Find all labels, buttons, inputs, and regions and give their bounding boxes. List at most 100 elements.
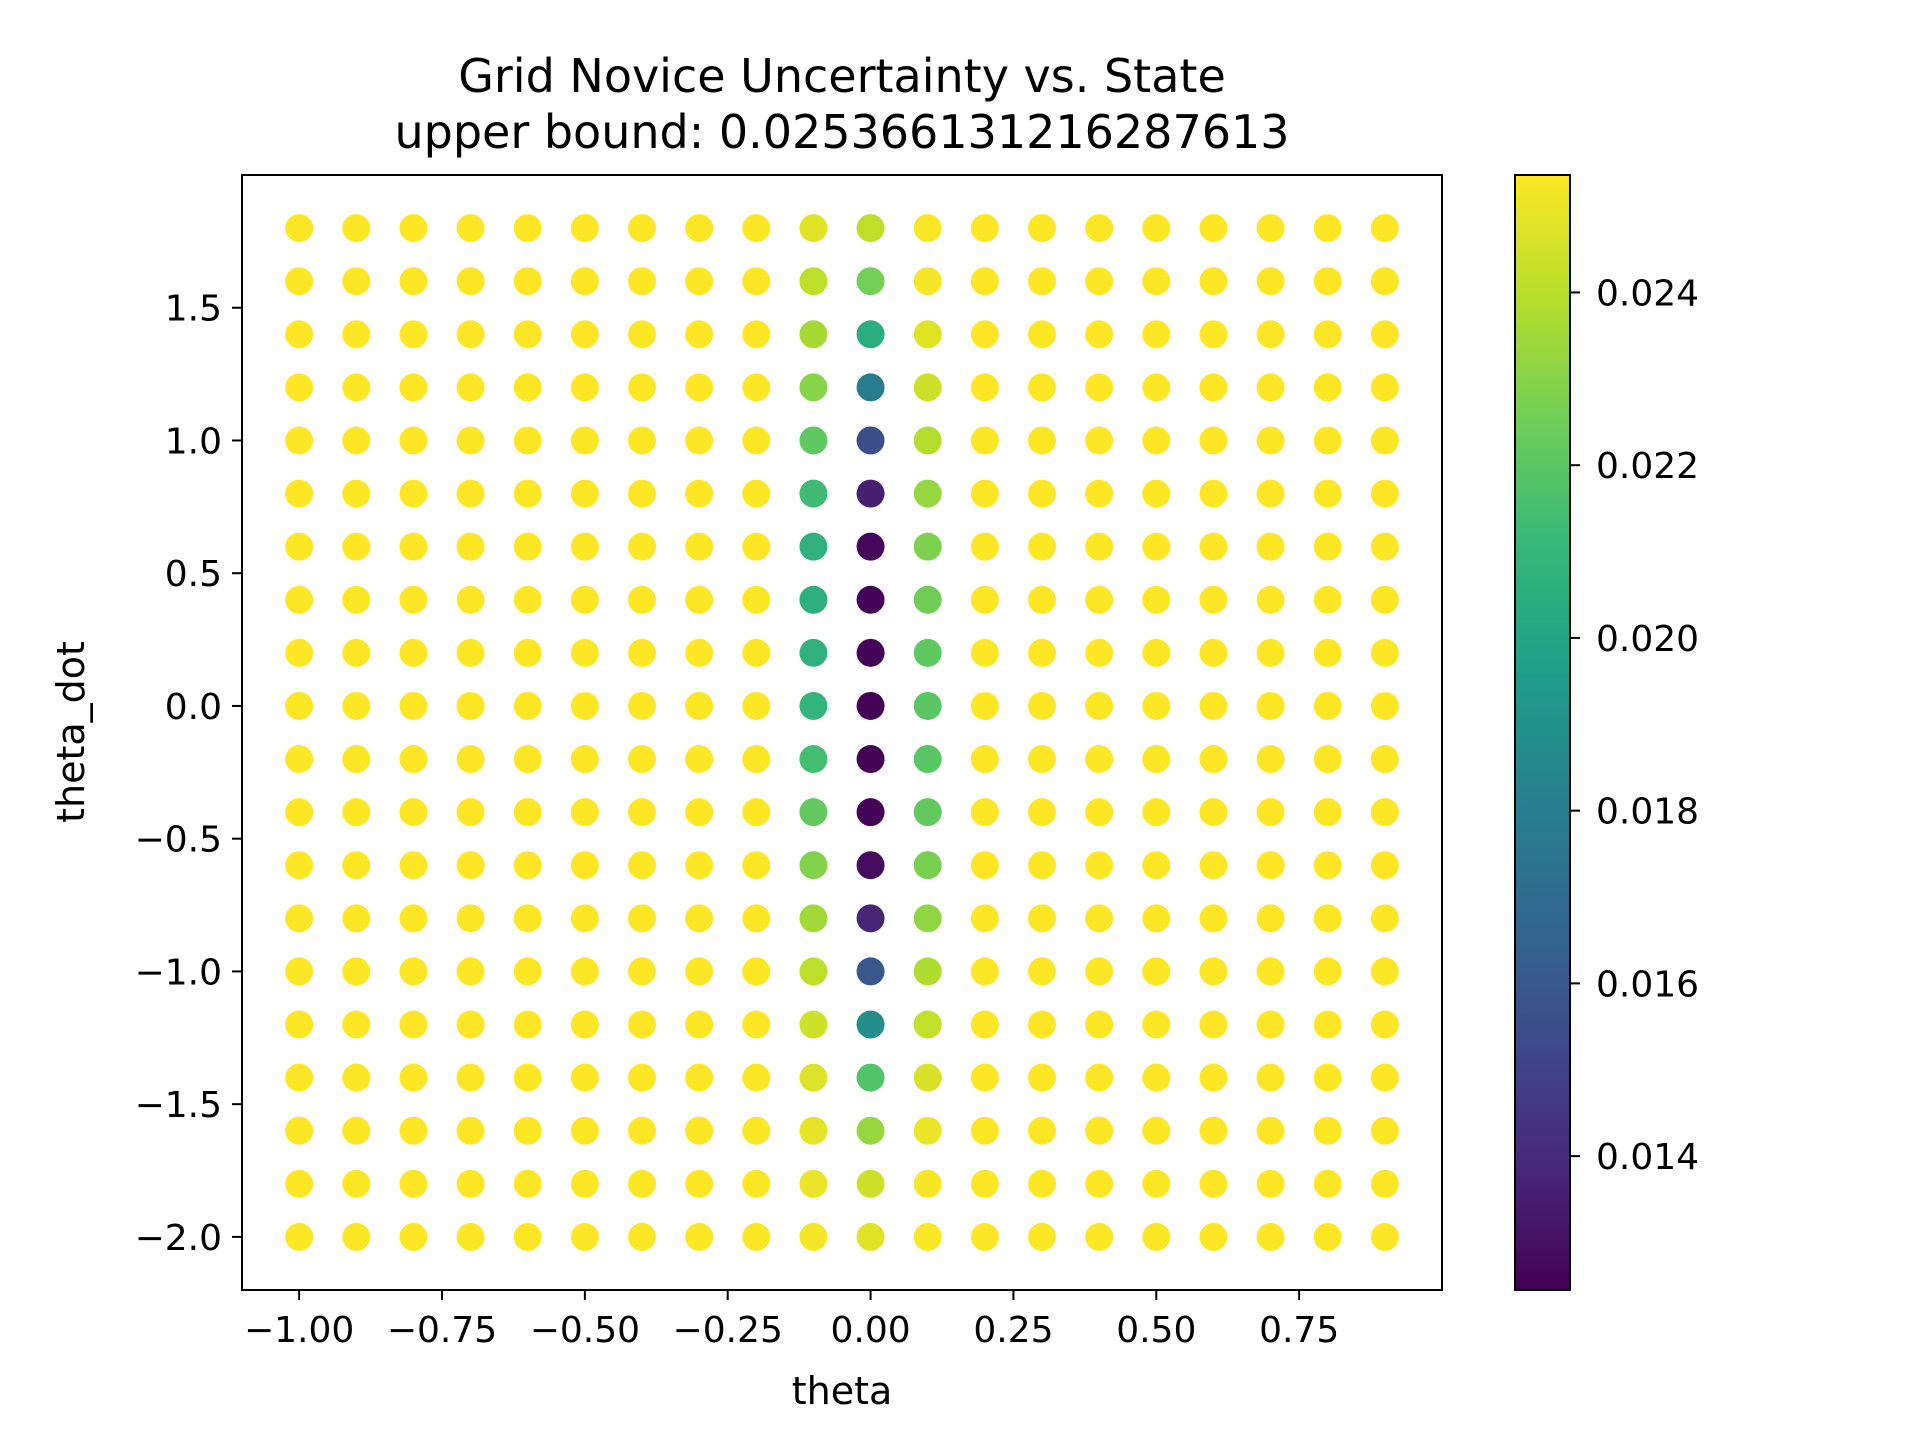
- data-point: [399, 691, 428, 720]
- data-point: [685, 214, 714, 243]
- data-point: [1313, 267, 1342, 296]
- data-point: [685, 373, 714, 402]
- data-point: [342, 745, 371, 774]
- data-point: [513, 479, 542, 508]
- data-point: [1370, 1116, 1399, 1145]
- data-point: [513, 1222, 542, 1251]
- data-point: [456, 1222, 485, 1251]
- data-point: [513, 691, 542, 720]
- data-point: [1199, 373, 1228, 402]
- data-point: [570, 479, 599, 508]
- data-point: [285, 851, 314, 880]
- data-point: [1142, 479, 1171, 508]
- data-point: [628, 1169, 656, 1198]
- data-point: [799, 851, 828, 880]
- data-point: [285, 798, 314, 827]
- data-point: [456, 1169, 485, 1198]
- y-axis-label: theta_dot: [49, 641, 93, 823]
- data-point: [570, 373, 599, 402]
- data-point: [1313, 585, 1342, 614]
- data-point: [1199, 638, 1228, 667]
- data-point: [1085, 1222, 1114, 1251]
- data-point: [970, 1222, 999, 1251]
- data-point: [456, 1010, 485, 1039]
- data-point: [685, 267, 714, 296]
- data-point: [799, 214, 828, 243]
- data-point: [1313, 426, 1342, 455]
- data-point: [856, 267, 885, 296]
- data-point: [342, 1169, 371, 1198]
- data-point: [1199, 1010, 1228, 1039]
- data-point: [742, 851, 771, 880]
- data-point: [1370, 532, 1399, 561]
- data-point: [1028, 1010, 1056, 1039]
- x-tick-label: −0.50: [530, 1310, 640, 1351]
- data-point: [628, 267, 656, 296]
- data-point: [342, 479, 371, 508]
- data-point: [628, 426, 656, 455]
- data-point: [456, 1116, 485, 1145]
- data-point: [1256, 1010, 1285, 1039]
- data-point: [970, 691, 999, 720]
- data-point: [799, 1116, 828, 1145]
- data-point: [513, 1169, 542, 1198]
- data-point: [685, 638, 714, 667]
- data-point: [1313, 1063, 1342, 1092]
- data-point: [399, 585, 428, 614]
- data-point: [970, 214, 999, 243]
- data-point: [685, 532, 714, 561]
- data-point: [970, 1169, 999, 1198]
- data-point: [1370, 214, 1399, 243]
- data-point: [628, 585, 656, 614]
- data-point: [570, 532, 599, 561]
- data-point: [856, 851, 885, 880]
- data-point: [513, 373, 542, 402]
- data-point: [1370, 904, 1399, 933]
- data-point: [1313, 214, 1342, 243]
- data-point: [1142, 904, 1171, 933]
- data-point: [399, 479, 428, 508]
- data-point: [285, 267, 314, 296]
- data-point: [456, 479, 485, 508]
- data-point: [799, 745, 828, 774]
- data-point: [1199, 479, 1228, 508]
- data-point: [456, 585, 485, 614]
- data-point: [570, 320, 599, 349]
- data-point: [970, 1010, 999, 1039]
- data-point: [856, 904, 885, 933]
- data-point: [685, 1063, 714, 1092]
- data-point: [970, 1063, 999, 1092]
- data-point: [799, 426, 828, 455]
- data-point: [1085, 851, 1114, 880]
- data-point: [1085, 479, 1114, 508]
- data-point: [628, 214, 656, 243]
- data-point: [1370, 426, 1399, 455]
- data-point: [1313, 373, 1342, 402]
- data-point: [342, 1222, 371, 1251]
- data-point: [1028, 798, 1056, 827]
- data-point: [285, 532, 314, 561]
- x-tick-label: 0.25: [973, 1310, 1053, 1351]
- data-point: [513, 426, 542, 455]
- data-point: [742, 373, 771, 402]
- data-point: [742, 479, 771, 508]
- data-point: [1085, 1010, 1114, 1039]
- data-point: [342, 267, 371, 296]
- data-point: [285, 1222, 314, 1251]
- data-point: [685, 745, 714, 774]
- data-point: [742, 214, 771, 243]
- data-point: [799, 691, 828, 720]
- data-point: [799, 532, 828, 561]
- data-point: [628, 745, 656, 774]
- data-point: [1142, 585, 1171, 614]
- data-point: [913, 373, 942, 402]
- data-point: [913, 745, 942, 774]
- data-point: [628, 373, 656, 402]
- data-point: [685, 585, 714, 614]
- data-point: [856, 320, 885, 349]
- x-tick-label: 0.75: [1259, 1310, 1339, 1351]
- data-point: [1370, 957, 1399, 986]
- data-point: [913, 691, 942, 720]
- data-point: [1028, 479, 1056, 508]
- data-point: [456, 532, 485, 561]
